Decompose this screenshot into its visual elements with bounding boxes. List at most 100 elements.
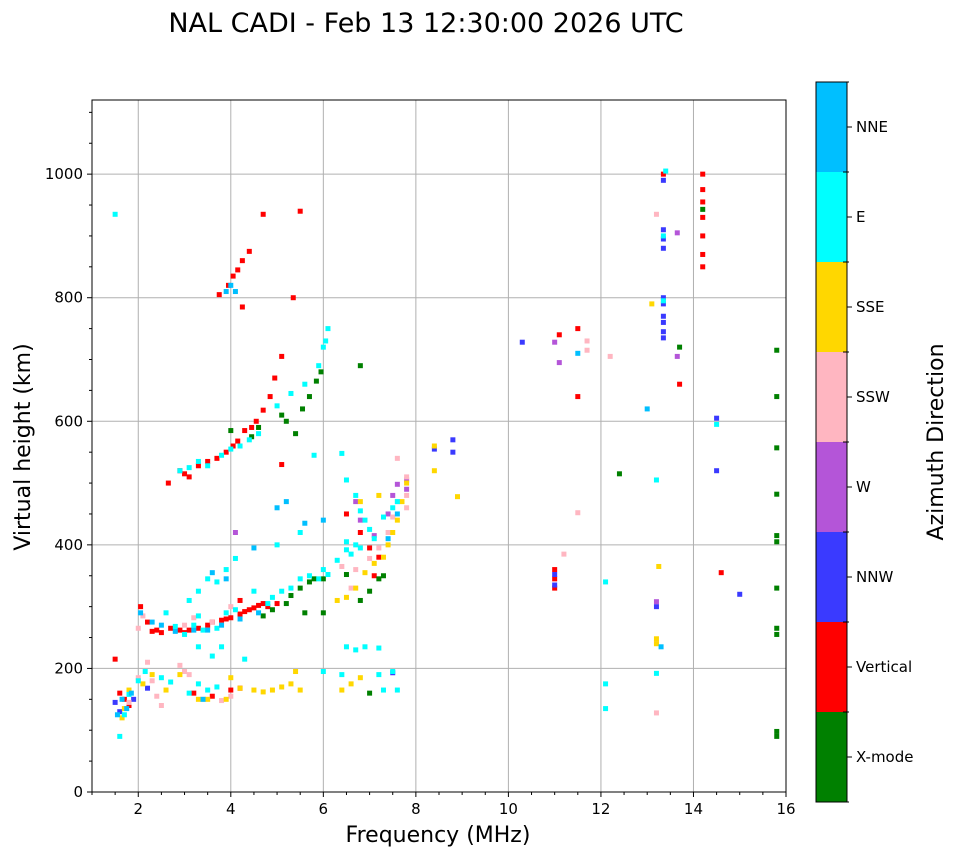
- point-vertical: [260, 407, 266, 413]
- x-tick-label: 6: [319, 800, 329, 818]
- point-vertical: [249, 424, 255, 430]
- colorbar-label-vertical: Vertical: [856, 658, 912, 676]
- point-ssw: [339, 563, 345, 569]
- point-nne: [251, 545, 257, 551]
- point-vertical: [228, 687, 234, 693]
- point-ssw: [607, 353, 613, 359]
- point-sse: [288, 681, 294, 687]
- point-vertical: [154, 627, 160, 633]
- point-e: [214, 684, 220, 690]
- x-tick-label: 2: [133, 800, 143, 818]
- point-vertical: [718, 570, 724, 576]
- point-x-mode: [343, 572, 349, 578]
- point-vertical: [700, 251, 706, 257]
- point-nne: [274, 505, 280, 511]
- point-nne: [200, 696, 206, 702]
- point-e: [357, 508, 363, 514]
- point-x-mode: [774, 533, 780, 539]
- point-vertical: [158, 630, 164, 636]
- point-vertical: [149, 628, 155, 634]
- point-ssw: [575, 510, 581, 516]
- point-vertical: [126, 703, 132, 708]
- point-e: [121, 712, 127, 718]
- point-e: [390, 669, 396, 675]
- point-vertical: [186, 627, 192, 633]
- point-x-mode: [774, 445, 780, 451]
- point-sse: [385, 542, 391, 548]
- point-nne: [149, 619, 155, 625]
- point-vertical: [216, 292, 222, 298]
- y-tick-label: 200: [54, 659, 83, 677]
- point-vertical: [191, 690, 197, 696]
- point-vertical: [223, 616, 229, 622]
- point-sse: [376, 492, 382, 498]
- point-vertical: [279, 462, 285, 468]
- point-vertical: [223, 449, 229, 455]
- point-w: [404, 477, 410, 483]
- point-vertical: [246, 248, 252, 254]
- point-nne: [644, 406, 650, 412]
- point-e: [380, 687, 386, 693]
- point-w: [394, 481, 400, 487]
- point-e: [242, 656, 248, 662]
- point-ssw: [126, 699, 132, 705]
- point-e: [380, 514, 386, 520]
- point-e: [195, 681, 201, 687]
- point-ssw: [140, 613, 146, 619]
- point-sse: [195, 696, 201, 702]
- x-tick-label: 4: [226, 800, 236, 818]
- x-tick-label: 14: [684, 800, 703, 818]
- point-e: [232, 607, 238, 613]
- point-nnw: [552, 572, 558, 578]
- point-e: [390, 505, 396, 511]
- point-w: [674, 230, 680, 236]
- point-e: [325, 326, 331, 332]
- colorbar-swatch-vertical: [816, 622, 847, 712]
- point-ssw: [228, 604, 234, 610]
- point-e: [219, 452, 225, 458]
- point-e: [158, 675, 164, 681]
- point-vertical: [230, 273, 236, 279]
- point-vertical: [279, 353, 285, 359]
- point-sse: [149, 672, 155, 678]
- point-sse: [228, 675, 234, 681]
- point-nne: [119, 696, 125, 702]
- point-e: [256, 431, 262, 437]
- point-vertical: [357, 530, 363, 535]
- point-e: [223, 610, 229, 616]
- point-vertical: [700, 214, 706, 220]
- colorbar-frame: [815, 81, 848, 803]
- point-vertical: [575, 326, 581, 332]
- point-vertical: [230, 443, 236, 449]
- point-e: [339, 450, 345, 456]
- point-nne: [128, 690, 134, 696]
- point-ssw: [584, 347, 590, 353]
- point-vertical: [237, 611, 243, 617]
- point-e: [316, 363, 322, 369]
- point-vertical: [677, 381, 683, 387]
- point-e: [195, 613, 201, 619]
- point-ssw: [561, 551, 567, 557]
- point-w: [556, 360, 562, 366]
- point-x-mode: [306, 579, 312, 585]
- colorbar-label-w: W: [856, 478, 871, 496]
- chart-title: NAL CADI - Feb 13 12:30:00 2026 UTC: [168, 8, 683, 39]
- point-x-mode: [774, 631, 780, 637]
- point-vertical: [237, 597, 243, 603]
- point-sse: [362, 570, 368, 576]
- point-nne: [575, 350, 581, 356]
- point-ssw: [219, 698, 225, 704]
- point-vertical: [195, 463, 201, 469]
- point-x-mode: [288, 593, 294, 599]
- colorbar-swatch-ssw: [816, 352, 847, 442]
- point-x-mode: [774, 394, 780, 400]
- point-nnw: [653, 604, 659, 610]
- point-vertical: [700, 233, 706, 239]
- point-sse: [653, 636, 659, 642]
- point-w: [371, 533, 377, 539]
- point-nnw: [660, 245, 666, 251]
- y-axis-label: Virtual height (km): [11, 343, 36, 550]
- point-x-mode: [357, 597, 363, 603]
- point-e: [325, 572, 331, 578]
